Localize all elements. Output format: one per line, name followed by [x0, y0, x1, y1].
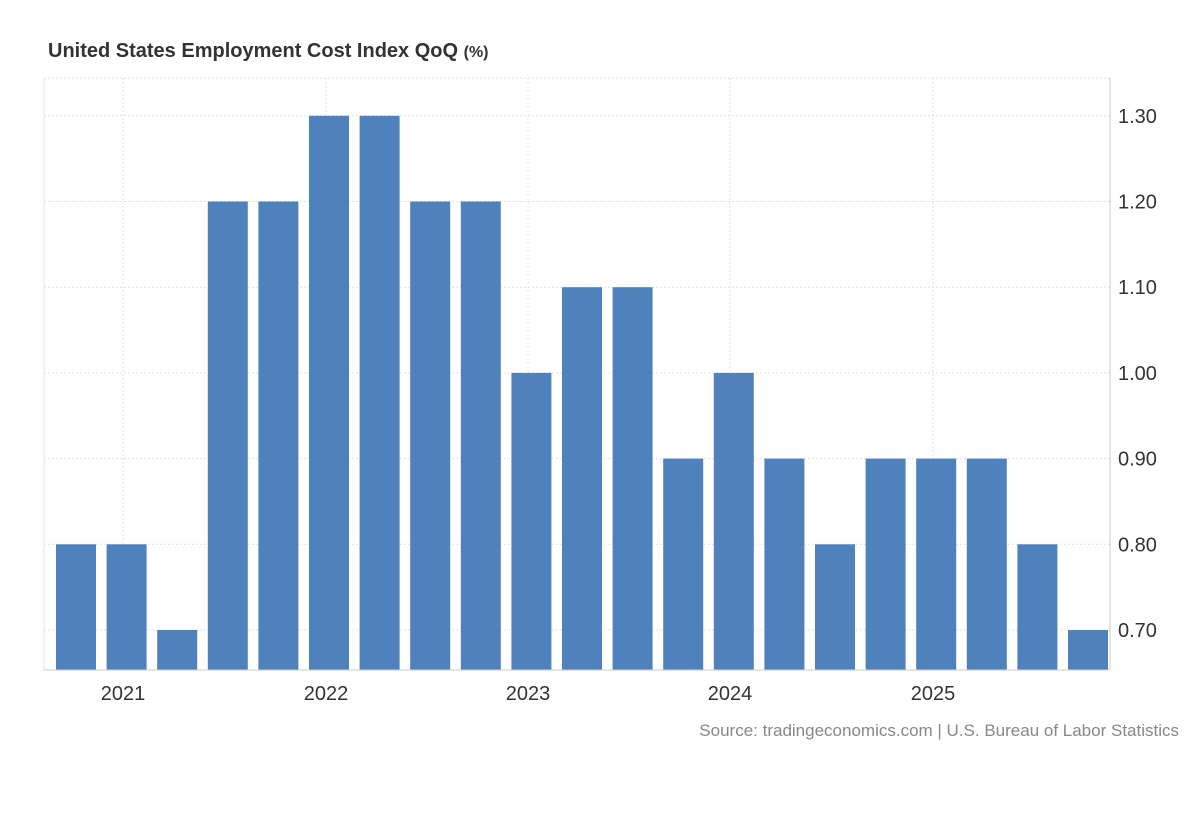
bar [410, 201, 451, 670]
bar [460, 201, 501, 670]
bar [612, 287, 653, 670]
bar [56, 544, 96, 670]
y-tick-label: 1.10 [1118, 277, 1157, 299]
bar [106, 544, 147, 670]
bar [157, 630, 198, 670]
bar [309, 115, 349, 671]
bar [258, 201, 299, 670]
bar [764, 458, 805, 670]
bar [1017, 544, 1058, 670]
bar [1068, 630, 1108, 670]
bar [359, 115, 400, 671]
y-tick-label: 1.20 [1118, 192, 1157, 214]
y-tick-label: 1.30 [1118, 106, 1157, 128]
x-tick-label: 2025 [911, 683, 956, 705]
y-tick-label: 1.00 [1118, 363, 1157, 385]
bar [815, 544, 855, 670]
y-tick-label: 0.90 [1118, 449, 1157, 471]
bar [966, 458, 1007, 670]
bar [916, 458, 957, 670]
bar [207, 201, 248, 670]
x-tick-label: 2023 [506, 683, 551, 705]
bar [713, 372, 754, 670]
bar [511, 372, 552, 670]
source-note: Source: tradingeconomics.com | U.S. Bure… [699, 721, 1179, 740]
chart-title-unit: (%) [463, 44, 489, 61]
x-tick-label: 2022 [304, 683, 349, 705]
y-tick-label: 0.80 [1118, 534, 1157, 556]
x-tick-label: 2021 [101, 683, 146, 705]
chart-title-text: United States Employment Cost Index QoQ [48, 40, 459, 62]
bar [663, 458, 704, 670]
bar [865, 458, 906, 670]
bar [562, 287, 602, 670]
chart-title: United States Employment Cost Index QoQ … [48, 40, 489, 63]
y-tick-label: 0.70 [1118, 620, 1157, 642]
x-tick-label: 2024 [708, 683, 753, 705]
